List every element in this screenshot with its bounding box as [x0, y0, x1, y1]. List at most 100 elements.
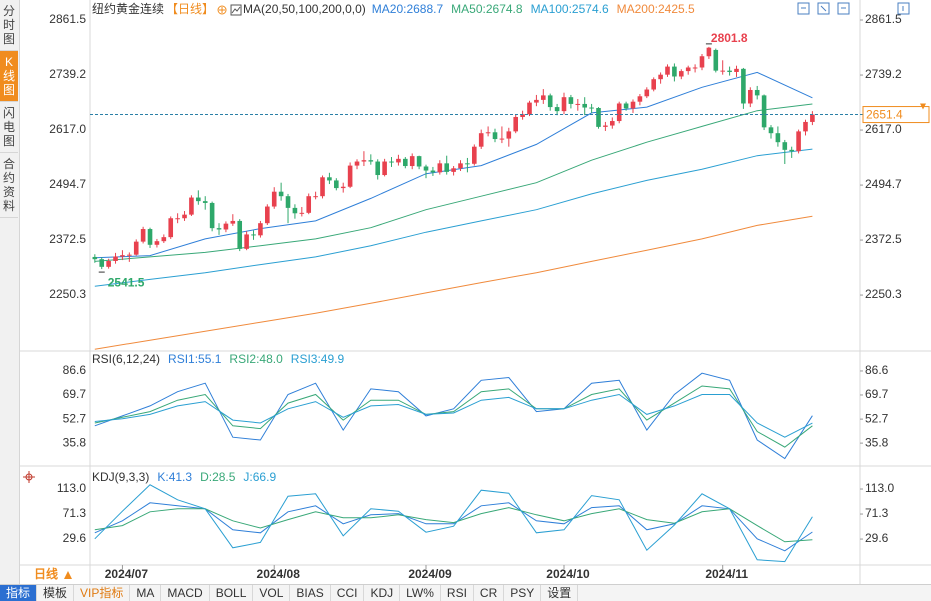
- candle-body: [623, 103, 629, 109]
- legend-entry: J:66.9: [243, 470, 276, 484]
- candle-body: [789, 149, 794, 152]
- candle-body: [334, 180, 339, 189]
- x-tick-label: 2024/09: [408, 567, 452, 581]
- candle-body: [196, 197, 201, 202]
- candle-body: [230, 220, 236, 224]
- candle-body: [127, 254, 132, 256]
- candle-body: [513, 116, 519, 132]
- candle-body: [803, 121, 808, 132]
- candle-body: [92, 256, 98, 260]
- legend-entry: MA100:2574.6: [531, 2, 609, 16]
- high-label: 2801.8: [711, 31, 748, 45]
- candle-body: [665, 66, 670, 75]
- y-tick-label-right: 35.8: [865, 435, 889, 449]
- period-button[interactable]: 日线: [34, 566, 58, 581]
- last-price-label: 2651.4: [866, 108, 903, 122]
- toolbar-item[interactable]: BIAS: [290, 585, 331, 601]
- candle-body: [768, 127, 774, 134]
- toolbar-item[interactable]: CCI: [331, 585, 365, 601]
- y-tick-label-right: 2494.7: [865, 177, 902, 191]
- candle-body: [175, 218, 180, 220]
- candle-body: [106, 260, 111, 267]
- candle-body: [444, 163, 450, 172]
- candle-body: [672, 66, 677, 77]
- low-label: 2541.5: [108, 275, 145, 289]
- toolbar-item[interactable]: RSI: [441, 585, 474, 601]
- x-tick-label: 2024/11: [705, 567, 748, 581]
- y-tick-label: 2250.3: [49, 287, 86, 301]
- legend-entry: RSI2:48.0: [229, 352, 283, 366]
- candle-body: [741, 68, 746, 104]
- toolbar-item[interactable]: VOL: [253, 585, 291, 601]
- candle-body: [99, 259, 105, 267]
- candle-body: [630, 101, 636, 109]
- legend-entry: MA50:2674.8: [451, 2, 523, 16]
- indicator-title: KDJ(9,3,3): [92, 470, 149, 484]
- candle-body: [403, 158, 408, 167]
- toolbar-item[interactable]: PSY: [504, 585, 542, 601]
- x-tick-label: 2024/10: [546, 567, 590, 581]
- candle-body: [485, 132, 491, 134]
- candle-body: [251, 234, 256, 236]
- y-tick-label-right: 2739.2: [865, 67, 902, 81]
- candle-body: [775, 133, 781, 143]
- candle-body: [237, 220, 243, 249]
- sidebar-tab[interactable]: K线图: [0, 51, 18, 102]
- toolbar-item[interactable]: BOLL: [210, 585, 254, 601]
- y-tick-label-right: 29.6: [865, 531, 889, 545]
- y-tick-label: 29.6: [63, 531, 87, 545]
- toolbar-item[interactable]: 设置: [541, 585, 579, 601]
- toolbar-item[interactable]: CR: [474, 585, 505, 601]
- kdj-settings-icon[interactable]: [23, 471, 35, 483]
- candle-body: [596, 107, 601, 127]
- candle-body: [354, 161, 360, 166]
- candle-body: [616, 103, 622, 122]
- candle-body: [361, 160, 367, 162]
- candle-body: [706, 47, 712, 57]
- candle-body: [216, 228, 222, 230]
- period-arrow[interactable]: [64, 571, 72, 579]
- toolbar-item[interactable]: MA: [130, 585, 162, 601]
- toolbar-item[interactable]: KDJ: [364, 585, 401, 601]
- last-price-flag: [920, 103, 926, 110]
- candle-body: [678, 71, 684, 77]
- sidebar-tab[interactable]: 闪电图: [0, 102, 18, 153]
- candle-body: [154, 241, 160, 245]
- candle-body: [492, 132, 498, 140]
- ma-icon: [230, 4, 242, 16]
- last-price-box: [862, 106, 930, 124]
- y-tick-label-right: 86.6: [865, 363, 889, 377]
- sidebar-tab[interactable]: 分时图: [0, 0, 18, 51]
- candle-body: [244, 234, 249, 249]
- add-icon: [217, 5, 227, 15]
- candle-body: [423, 166, 429, 171]
- ma-line: [94, 103, 813, 262]
- candle-body: [327, 177, 332, 181]
- candle-body: [299, 212, 305, 214]
- y-tick-label: 2861.5: [49, 12, 86, 26]
- toolbar-item[interactable]: VIP指标: [74, 585, 131, 601]
- sidebar-tab[interactable]: 合约资料: [0, 153, 18, 218]
- ma-label: MA(20,50,100,200,0,0): [243, 2, 366, 16]
- candle-body: [720, 70, 725, 72]
- candle-body: [430, 170, 436, 173]
- candle-body: [258, 223, 263, 236]
- candle-body: [409, 156, 415, 167]
- toolbar-item[interactable]: MACD: [161, 585, 210, 601]
- y-tick-label: 2617.0: [49, 122, 86, 136]
- candle-body: [603, 125, 608, 127]
- candle-body: [478, 133, 484, 147]
- candle-body: [651, 79, 657, 90]
- candle-body: [278, 191, 284, 197]
- candle-body: [202, 201, 208, 203]
- toolbar-item[interactable]: 模板: [37, 585, 75, 601]
- legend-entry: MA200:2425.5: [617, 2, 695, 16]
- candle-body: [810, 114, 815, 122]
- candle-body: [320, 177, 325, 197]
- window-icons[interactable]: [797, 2, 910, 15]
- toolbar-item[interactable]: 指标: [0, 585, 38, 601]
- y-tick-label: 71.3: [63, 506, 87, 520]
- candle-body: [271, 191, 277, 207]
- toolbar-item[interactable]: LW%: [400, 585, 441, 601]
